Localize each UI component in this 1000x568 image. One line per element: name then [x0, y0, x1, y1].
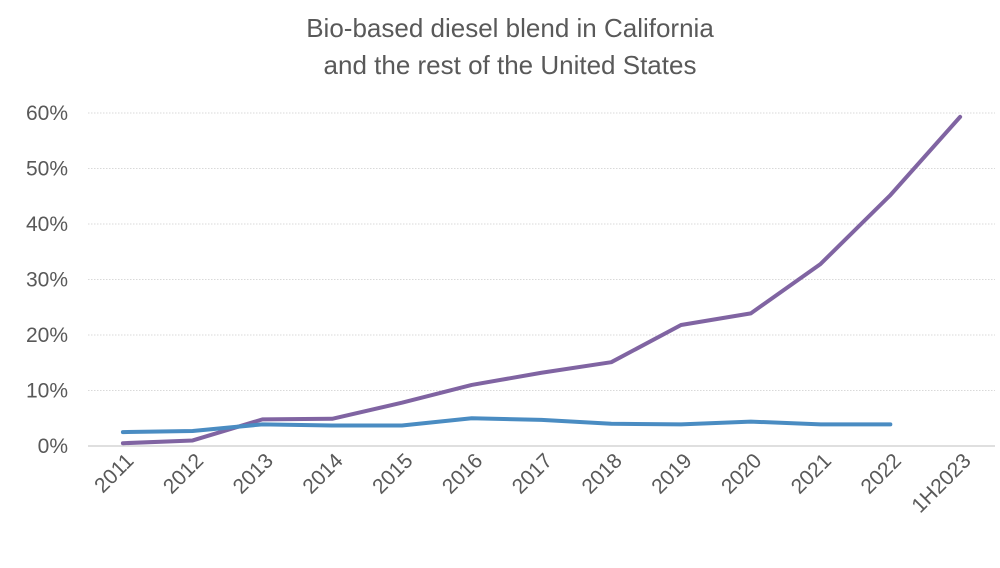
chart-title-line-1: Bio-based diesel blend in California — [306, 13, 714, 43]
x-tick-label: 2011 — [90, 449, 138, 497]
x-tick-label: 2014 — [298, 449, 348, 499]
x-tick-label: 2012 — [159, 449, 208, 498]
series-line-2 — [120, 416, 893, 435]
y-tick-label: 20% — [26, 324, 68, 347]
chart-title-line-2: and the rest of the United States — [323, 50, 697, 80]
y-tick-label: 40% — [26, 213, 68, 236]
y-tick-label: 60% — [26, 102, 68, 125]
x-tick-label: 2019 — [647, 449, 696, 498]
y-tick-label: 10% — [26, 380, 68, 403]
y-tick-label: 30% — [26, 269, 68, 292]
y-tick-label: 50% — [26, 158, 68, 181]
series-line-1 — [120, 114, 963, 446]
x-tick-label: 2015 — [368, 449, 417, 498]
x-tick-label: 2017 — [508, 449, 557, 498]
x-tick-label: 2020 — [717, 449, 766, 498]
x-tick-label: 1H2023 — [907, 449, 975, 517]
x-tick-label: 2022 — [857, 449, 906, 498]
y-tick-label: 0% — [38, 435, 68, 458]
x-tick-label: 2021 — [787, 449, 836, 498]
x-tick-label: 2016 — [438, 449, 487, 498]
chart-title: Bio-based diesel blend in California and… — [0, 10, 1000, 84]
x-tick-label: 2018 — [578, 449, 627, 498]
x-tick-label: 2013 — [229, 449, 278, 498]
